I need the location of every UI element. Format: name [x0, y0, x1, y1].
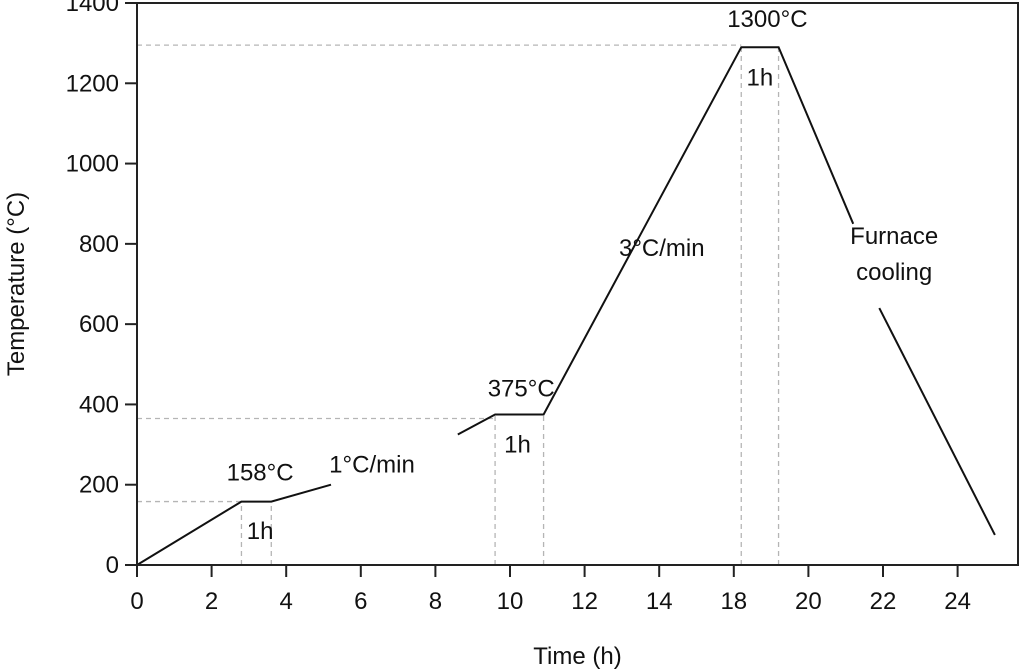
plot-frame: [136, 2, 1019, 566]
y-tick-label: 400: [79, 391, 119, 418]
y-tick-label: 1000: [66, 151, 119, 178]
y-axis: 0 200 400 600 800 1000 1200 1400: [66, 0, 137, 579]
x-tick-label: 18: [720, 588, 747, 615]
profile-segment: [878, 307, 996, 536]
profile-segment: [136, 483, 332, 566]
annotation-label: 1°C/min: [329, 452, 415, 479]
x-tick-label: 24: [944, 588, 971, 615]
annotation-label: 158°C: [227, 460, 294, 487]
y-tick-label: 1200: [66, 70, 119, 97]
x-tick-label: 22: [870, 588, 897, 615]
annotation-label: 3°C/min: [619, 235, 705, 262]
x-axis: 0 2 4 6 8 10 12 14 18 20 22 24: [130, 565, 971, 615]
reference-lines: [137, 44, 780, 565]
annotation-label: Furnace: [850, 223, 938, 250]
x-tick-label: 6: [354, 588, 367, 615]
y-tick-label: 800: [79, 231, 119, 258]
profile-segment: [457, 46, 855, 436]
y-tick-label: 1400: [66, 0, 119, 17]
annotation-label: cooling: [856, 259, 932, 286]
x-tick-label: 8: [429, 588, 442, 615]
y-tick-label: 0: [106, 552, 119, 579]
x-tick-label: 4: [280, 588, 293, 615]
x-tick-label: 0: [130, 588, 143, 615]
annotations: 158°C 1h 1°C/min 375°C 1h 3°C/min 1300°C 1h Furn…: [227, 6, 939, 545]
y-axis-title: Temperature (°C): [3, 192, 30, 376]
x-tick-label: 2: [205, 588, 218, 615]
x-tick-label: 14: [646, 588, 673, 615]
x-tick-label: 12: [571, 588, 598, 615]
annotation-label: 1h: [504, 432, 531, 459]
y-tick-label: 600: [79, 311, 119, 338]
annotation-label: 1300°C: [727, 6, 807, 33]
annotation-label: 1h: [247, 518, 274, 545]
annotation-label: 1h: [747, 64, 774, 91]
temperature-profile: [136, 46, 996, 566]
x-axis-title: Time (h): [533, 643, 621, 670]
x-tick-label: 10: [497, 588, 524, 615]
annotation-label: 375°C: [488, 375, 555, 402]
y-tick-label: 200: [79, 472, 119, 499]
x-tick-label: 20: [795, 588, 822, 615]
